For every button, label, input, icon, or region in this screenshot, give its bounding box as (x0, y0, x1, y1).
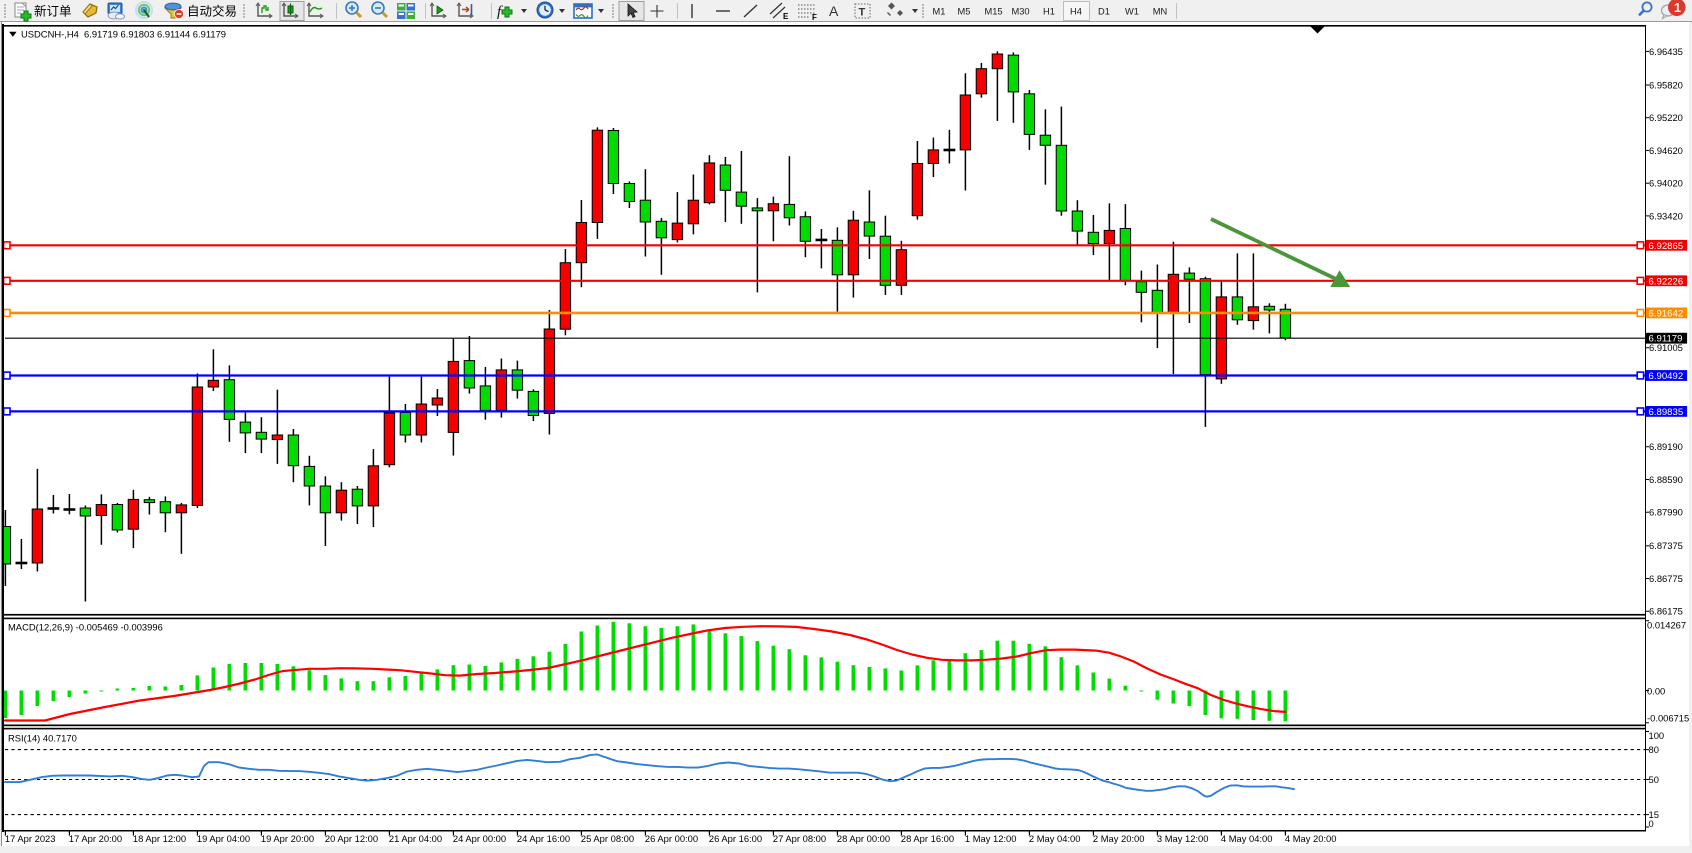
svg-text:6.86175: 6.86175 (1649, 606, 1683, 617)
svg-text:18 Apr 12:00: 18 Apr 12:00 (133, 833, 186, 844)
svg-text:24 Apr 00:00: 24 Apr 00:00 (453, 833, 506, 844)
svg-text:4 May 04:00: 4 May 04:00 (1221, 833, 1273, 844)
svg-text:6.89190: 6.89190 (1649, 441, 1683, 452)
svg-text:21 Apr 04:00: 21 Apr 04:00 (389, 833, 442, 844)
svg-text:19 Apr 04:00: 19 Apr 04:00 (197, 833, 250, 844)
svg-text:-0.006715: -0.006715 (1647, 713, 1689, 724)
svg-text:f: f (497, 4, 503, 20)
svg-text:25 Apr 08:00: 25 Apr 08:00 (581, 833, 634, 844)
svg-text:26 Apr 16:00: 26 Apr 16:00 (709, 833, 762, 844)
svg-text:6.89835: 6.89835 (1649, 407, 1684, 418)
svg-text:H4: H4 (1070, 7, 1082, 17)
svg-text:USDCNH-,H4 6.91719 6.91803 6.: USDCNH-,H4 6.91719 6.91803 6.91144 6.911… (21, 28, 226, 39)
svg-text:2 May 04:00: 2 May 04:00 (1029, 833, 1081, 844)
svg-text:6.86775: 6.86775 (1649, 573, 1683, 584)
svg-text:100: 100 (1649, 730, 1665, 741)
svg-text:W1: W1 (1125, 7, 1139, 17)
svg-text:6.90492: 6.90492 (1649, 371, 1684, 382)
svg-text:0.014267: 0.014267 (1647, 620, 1686, 631)
svg-text:20 Apr 12:00: 20 Apr 12:00 (325, 833, 378, 844)
svg-text:M1: M1 (933, 7, 946, 17)
svg-text:M5: M5 (958, 7, 971, 17)
svg-text:A: A (829, 3, 839, 19)
svg-text:28 Apr 00:00: 28 Apr 00:00 (837, 833, 890, 844)
svg-text:RSI(14) 40.7170: RSI(14) 40.7170 (8, 732, 77, 743)
svg-text:3 May 12:00: 3 May 12:00 (1157, 833, 1209, 844)
svg-text:6.87375: 6.87375 (1649, 540, 1683, 551)
svg-text:M30: M30 (1011, 7, 1029, 17)
svg-text:6.95220: 6.95220 (1649, 112, 1683, 123)
svg-text:50: 50 (1649, 774, 1659, 785)
svg-text:0: 0 (1649, 818, 1654, 829)
svg-text:19 Apr 20:00: 19 Apr 20:00 (261, 833, 314, 844)
svg-text:0.00: 0.00 (1647, 686, 1665, 697)
svg-text:自动交易: 自动交易 (187, 4, 237, 19)
svg-text:6.87990: 6.87990 (1649, 507, 1683, 518)
svg-text:6.93420: 6.93420 (1649, 210, 1683, 221)
svg-text:2 May 20:00: 2 May 20:00 (1093, 833, 1145, 844)
svg-text:17 Apr 20:00: 17 Apr 20:00 (69, 833, 122, 844)
svg-text:4 May 20:00: 4 May 20:00 (1285, 833, 1337, 844)
svg-text:15: 15 (1649, 809, 1659, 820)
svg-text:27 Apr 08:00: 27 Apr 08:00 (773, 833, 826, 844)
svg-text:M15: M15 (984, 7, 1002, 17)
svg-text:H1: H1 (1043, 7, 1055, 17)
svg-text:6.94020: 6.94020 (1649, 178, 1683, 189)
svg-text:D1: D1 (1098, 7, 1110, 17)
svg-text:F: F (812, 13, 817, 22)
svg-text:1: 1 (1674, 1, 1681, 15)
svg-text:E: E (783, 12, 789, 21)
svg-text:MN: MN (1153, 7, 1167, 17)
svg-text:1 May 12:00: 1 May 12:00 (965, 833, 1017, 844)
svg-text:28 Apr 16:00: 28 Apr 16:00 (901, 833, 954, 844)
svg-text:6.92865: 6.92865 (1649, 241, 1684, 252)
svg-text:6.91005: 6.91005 (1649, 342, 1683, 353)
svg-text:6.88590: 6.88590 (1649, 474, 1683, 485)
svg-text:6.91642: 6.91642 (1649, 308, 1684, 319)
svg-text:MACD(12,26,9) -0.005469 -0.003: MACD(12,26,9) -0.005469 -0.003996 (8, 622, 163, 633)
svg-text:26 Apr 00:00: 26 Apr 00:00 (645, 833, 698, 844)
svg-text:17 Apr 2023: 17 Apr 2023 (5, 833, 56, 844)
svg-text:6.94620: 6.94620 (1649, 145, 1683, 156)
svg-text:6.91179: 6.91179 (1649, 334, 1683, 345)
svg-text:6.95820: 6.95820 (1649, 79, 1683, 90)
svg-text:80: 80 (1649, 744, 1659, 755)
svg-text:6.96435: 6.96435 (1649, 46, 1683, 57)
svg-text:T: T (859, 7, 866, 19)
svg-text:6.92226: 6.92226 (1649, 276, 1684, 287)
svg-text:新订单: 新订单 (34, 4, 72, 19)
svg-text:24 Apr 16:00: 24 Apr 16:00 (517, 833, 570, 844)
